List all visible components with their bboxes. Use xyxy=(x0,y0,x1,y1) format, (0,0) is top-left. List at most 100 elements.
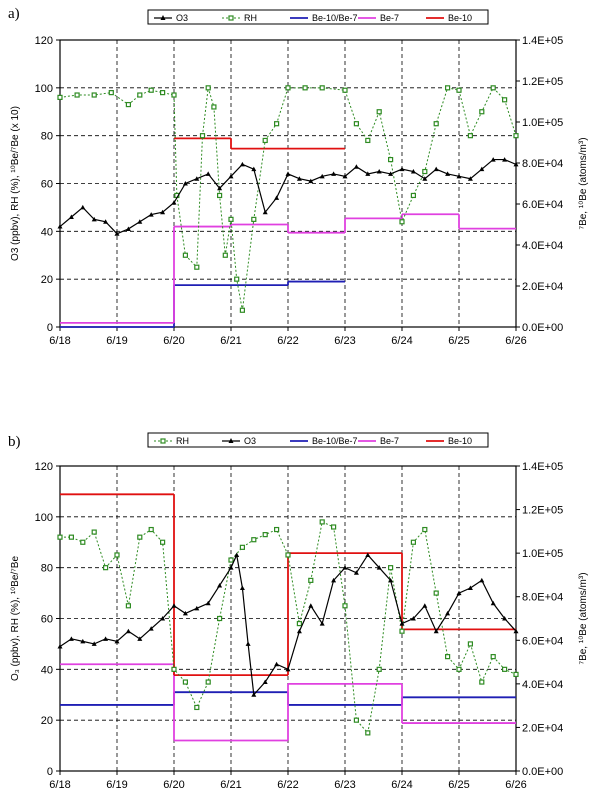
o3-point xyxy=(319,621,325,626)
legend-entry-label: RH xyxy=(244,13,257,23)
rh-point xyxy=(137,92,143,98)
rh-point xyxy=(217,192,223,199)
o3-point xyxy=(410,169,416,174)
rh-point xyxy=(513,671,519,678)
y-tick-label: 80 xyxy=(41,563,53,575)
o3-point xyxy=(68,636,74,641)
rh-point xyxy=(433,590,439,596)
o3-point xyxy=(217,582,223,588)
legend-entry-label: O3 xyxy=(244,436,256,446)
o3-point xyxy=(228,173,234,179)
o3-point xyxy=(513,628,519,634)
rh-point xyxy=(251,216,257,222)
right-axis-label: ⁷Be, ¹⁰Be (atoms/m³) xyxy=(578,572,589,664)
rh-point xyxy=(125,101,132,108)
rh-point xyxy=(211,104,217,110)
legend-entry-label: Be-7 xyxy=(380,436,399,446)
rh-point xyxy=(182,679,188,685)
rh-point xyxy=(234,276,240,282)
o3-point xyxy=(445,171,451,176)
rh-point xyxy=(399,628,405,634)
o3-point xyxy=(91,641,97,646)
o3-point xyxy=(239,585,245,590)
o3-point xyxy=(353,570,359,575)
rh-point xyxy=(285,85,291,91)
legend-entry-label: Be-7 xyxy=(380,13,399,23)
o3-point xyxy=(114,638,120,644)
legend-entry-label: Be-10/Be-7 xyxy=(312,13,358,23)
left-axis-label: O₃ (ppbv), RH (%), ¹⁰Be/⁷Be xyxy=(10,556,21,681)
o3-point xyxy=(285,666,291,672)
o3-point xyxy=(502,616,508,621)
o3-point xyxy=(171,200,177,205)
o3-point xyxy=(194,176,200,181)
legend-entry-label: RH xyxy=(176,436,189,446)
legend-entry-label: Be-10/Be-7 xyxy=(312,436,358,446)
rh-point xyxy=(422,168,428,175)
x-tick-label: 6/21 xyxy=(220,779,241,791)
y-tick-label: 20 xyxy=(41,715,53,727)
y2-tick-label: 1.0E+05 xyxy=(522,548,563,560)
o3-point xyxy=(234,552,240,557)
o3-point xyxy=(467,176,473,181)
o3-point xyxy=(410,616,416,621)
o3-point xyxy=(103,636,109,641)
rh-point xyxy=(479,109,485,115)
o3-point xyxy=(376,169,382,174)
o3-point xyxy=(388,171,394,176)
rh-point xyxy=(319,85,325,91)
y2-tick-label: 1.4E+05 xyxy=(522,461,563,473)
x-tick-label: 6/26 xyxy=(505,335,526,347)
o3-point xyxy=(342,173,348,179)
o3-point xyxy=(148,626,154,631)
o3-point xyxy=(308,603,314,608)
x-tick-label: 6/19 xyxy=(106,335,127,347)
o3-point xyxy=(57,224,63,229)
right-axis-label: ⁷Be, ¹⁰Be (atoms/m³) xyxy=(578,137,589,229)
y-tick-label: 120 xyxy=(35,35,53,47)
legend-entry-label: O3 xyxy=(176,13,188,23)
rh-point xyxy=(91,92,97,98)
rh-point xyxy=(102,565,109,571)
o3-point xyxy=(399,621,405,626)
rh-point xyxy=(171,92,177,98)
rh-point xyxy=(114,552,120,558)
o3-point xyxy=(285,171,291,176)
o3-point xyxy=(125,226,131,231)
o3-point xyxy=(513,161,519,167)
rh-point xyxy=(148,526,154,533)
o3-point xyxy=(137,636,143,641)
o3-point xyxy=(148,212,154,217)
o3-point xyxy=(274,195,280,200)
o3-point xyxy=(239,161,245,167)
o3-point xyxy=(160,616,166,621)
rh-point xyxy=(376,109,382,115)
rh-point xyxy=(410,192,416,199)
rh-point xyxy=(137,534,143,540)
rh-point xyxy=(410,539,416,545)
rh-point xyxy=(80,539,86,545)
o3-point xyxy=(456,590,462,596)
x-tick-label: 6/18 xyxy=(49,779,70,791)
y-tick-label: 120 xyxy=(35,461,53,473)
y-tick-label: 60 xyxy=(41,614,53,626)
rh-point xyxy=(433,121,439,127)
y-tick-label: 80 xyxy=(41,131,53,143)
rh-point xyxy=(205,679,211,685)
x-tick-label: 6/23 xyxy=(334,779,355,791)
o3-point xyxy=(251,166,257,172)
rh-point xyxy=(376,666,382,672)
rh-point xyxy=(68,534,75,540)
rh-point xyxy=(222,252,228,258)
y2-tick-label: 0.0E+00 xyxy=(522,766,563,778)
y-tick-label: 0 xyxy=(47,766,53,778)
rh-point xyxy=(182,252,188,258)
rh-point xyxy=(194,264,200,270)
x-tick-label: 6/20 xyxy=(163,779,184,791)
y-tick-label: 40 xyxy=(41,664,53,676)
rh-point xyxy=(57,534,63,540)
y2-tick-label: 8.0E+04 xyxy=(522,158,563,170)
o3-point xyxy=(422,603,428,608)
x-tick-label: 6/26 xyxy=(505,779,526,791)
y-tick-label: 40 xyxy=(41,226,53,238)
